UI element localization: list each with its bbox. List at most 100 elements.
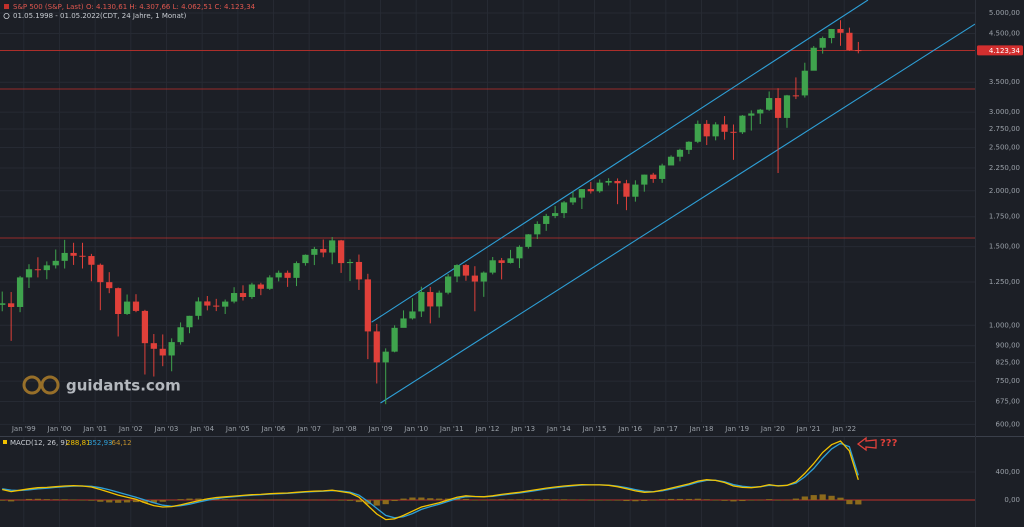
histogram-bar [552, 499, 559, 500]
x-tick-label: Jan '07 [296, 425, 321, 433]
y-tick-label: 825,00 [996, 359, 1021, 367]
histogram-bar [106, 499, 113, 503]
histogram-bar [489, 499, 496, 500]
candle-body [248, 284, 256, 298]
candle-body [507, 258, 514, 263]
candle-body [346, 261, 354, 264]
histogram-bar [516, 499, 523, 500]
candle-body [498, 260, 505, 263]
histogram-bar [400, 498, 407, 500]
histogram-bar [846, 499, 853, 505]
y-tick-label: 2.500,00 [989, 144, 1020, 152]
x-tick-label: Jan '16 [617, 425, 642, 433]
histogram-bar [79, 499, 86, 501]
candle-body [204, 301, 211, 306]
candle-body [284, 272, 291, 278]
candle-body [34, 269, 42, 271]
histogram-bar [534, 499, 541, 500]
x-tick-label: Jan '10 [403, 425, 428, 433]
histogram-bar [543, 499, 550, 500]
y-tick-label: 3.500,00 [989, 78, 1020, 86]
candle-body [427, 292, 434, 307]
histogram-bar [792, 498, 800, 500]
candle-body [534, 223, 541, 235]
histogram-bar [230, 499, 238, 500]
candle-body [132, 301, 140, 311]
subtitle: 01.05.1998 - 01.05.2022 [13, 12, 100, 20]
x-tick-label: Jan '99 [11, 425, 36, 433]
histogram-bar [739, 499, 746, 502]
candle-body [650, 174, 657, 179]
candle-body [195, 301, 202, 316]
histogram-bar [159, 499, 166, 502]
marks [0, 0, 976, 521]
histogram-bar [810, 495, 817, 500]
candle-body [400, 318, 407, 328]
candle-body [177, 327, 184, 343]
candle-body [739, 115, 746, 133]
candle-body [855, 50, 862, 52]
x-tick-label: Jan '06 [261, 425, 286, 433]
y-tick-label: 750,00 [996, 377, 1021, 385]
candle-body [623, 183, 630, 197]
histogram-bar [186, 498, 193, 500]
x-tick-label: Jan '01 [82, 425, 107, 433]
x-tick-label: Jan '00 [47, 425, 72, 433]
histogram-bar [115, 499, 122, 503]
histogram-bar [685, 498, 693, 500]
ohlc-text: O: 4.130,61 H: 4.307,66 L: 4.062,51 C: 4… [86, 3, 256, 11]
candle-body [239, 293, 247, 298]
candle-body [311, 248, 318, 255]
clock-icon [3, 12, 10, 19]
histogram-bar [16, 499, 24, 501]
candle-body [230, 293, 238, 302]
macd-title: MACD(12, 26, 9) [10, 439, 68, 447]
histogram-bar [409, 497, 416, 500]
histogram-bar [587, 499, 594, 501]
histogram-bar [150, 499, 157, 503]
candle-body [266, 277, 273, 289]
x-tick-label: Jan '15 [582, 425, 607, 433]
histogram-bar [391, 499, 398, 502]
labels: Jan '99 Jan '00 Jan '01 Jan '02 Jan '03 Jan '… [11, 9, 1023, 504]
candle-body [25, 269, 33, 278]
y-tick-label: 1.750,00 [989, 213, 1020, 221]
histogram-bar [614, 499, 621, 501]
histogram-bar [239, 499, 247, 500]
candle-body [471, 275, 478, 282]
histogram-bar [222, 499, 229, 500]
histogram-bar [266, 499, 273, 501]
candle-body [302, 254, 309, 264]
candle-body [453, 265, 461, 277]
histogram-bar [141, 499, 149, 503]
x-tick-label: Jan '17 [653, 425, 678, 433]
candle-body [418, 292, 425, 312]
candle-body [783, 95, 791, 118]
candle-body [52, 260, 59, 266]
y-tick-label: 675,00 [996, 398, 1021, 406]
x-tick-label: Jan '05 [225, 425, 250, 433]
candle-body [364, 279, 371, 332]
histogram-bar [659, 499, 666, 500]
histogram-bar [667, 498, 675, 500]
candle-body [329, 240, 336, 253]
y-tick-label: 900,00 [996, 342, 1021, 350]
histogram-bar [453, 498, 461, 500]
candle-body [828, 28, 835, 39]
histogram-bar [302, 499, 309, 500]
histogram-bar [703, 499, 710, 500]
candle-body [337, 240, 345, 264]
histogram-bar [0, 499, 6, 501]
histogram-bar [507, 499, 514, 500]
candle-body [757, 109, 764, 114]
histogram-bar [560, 499, 568, 500]
histogram-bar [320, 499, 327, 501]
histogram-bar [676, 498, 684, 500]
histogram-bar [8, 499, 15, 502]
macd-line [2, 440, 859, 521]
x-tick-label: Jan '14 [546, 425, 571, 433]
histogram-bar [418, 497, 425, 500]
watermark: guidants.com [66, 377, 181, 395]
candle-body [444, 276, 452, 293]
